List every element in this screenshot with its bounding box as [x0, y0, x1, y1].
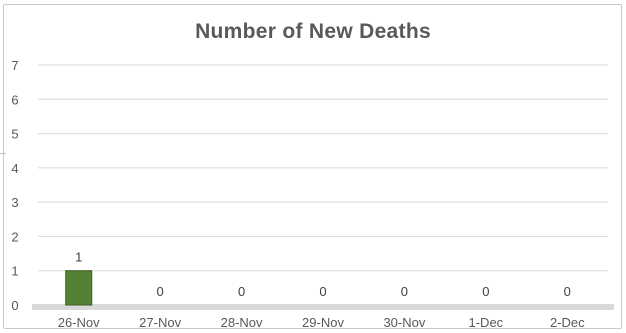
data-label: 1 — [75, 250, 82, 265]
y-tick-label: 3 — [11, 195, 18, 210]
y-tick-label: 5 — [11, 127, 18, 142]
chart-frame — [3, 4, 622, 329]
y-tick-label: 7 — [11, 58, 18, 73]
y-tick-label: 0 — [11, 298, 18, 313]
data-label: 0 — [482, 284, 489, 299]
data-label: 0 — [401, 284, 408, 299]
y-tick-label: 1 — [11, 264, 18, 279]
bar — [65, 270, 93, 306]
x-tick-label: 2-Dec — [550, 315, 585, 330]
y-tick-label: 6 — [11, 92, 18, 107]
y-tick-label: 2 — [11, 229, 18, 244]
data-label: 0 — [157, 284, 164, 299]
x-tick-label: 29-Nov — [302, 315, 344, 330]
chart-title: Number of New Deaths — [195, 20, 431, 43]
frame-edge-mark — [0, 153, 6, 154]
data-label: 0 — [319, 284, 326, 299]
data-label: 0 — [564, 284, 571, 299]
x-axis-line — [32, 304, 614, 310]
x-tick-label: 30-Nov — [383, 315, 425, 330]
x-tick-label: 1-Dec — [469, 315, 504, 330]
x-tick-label: 26-Nov — [58, 315, 100, 330]
x-tick-label: 28-Nov — [221, 315, 263, 330]
data-label: 0 — [238, 284, 245, 299]
x-tick-label: 27-Nov — [139, 315, 181, 330]
y-tick-label: 4 — [11, 161, 18, 176]
